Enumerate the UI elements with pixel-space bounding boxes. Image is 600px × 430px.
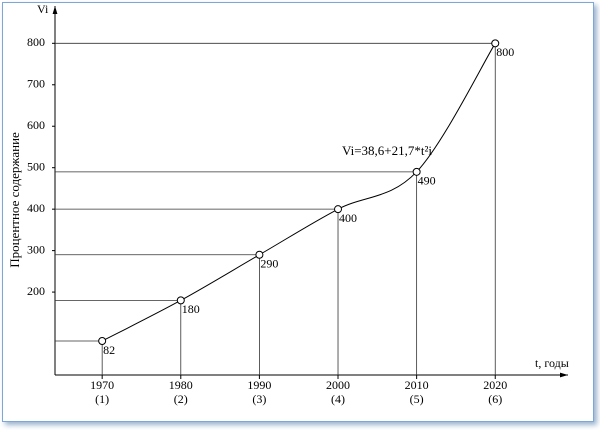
x-tick-sublabel: (5) bbox=[410, 392, 424, 406]
x-tick-label: 2020 bbox=[483, 378, 507, 392]
value-label: 180 bbox=[182, 302, 200, 316]
y-tick-label: 200 bbox=[27, 284, 45, 298]
point bbox=[491, 39, 500, 48]
line bbox=[101, 43, 496, 342]
point bbox=[176, 296, 185, 305]
x-tick-sublabel: (2) bbox=[174, 392, 188, 406]
point bbox=[255, 250, 264, 259]
annotation: Vi=38,6+21,7*t²i bbox=[342, 143, 432, 158]
x-axis-label: t, годы bbox=[535, 356, 569, 370]
x-tick-label: 2010 bbox=[405, 378, 429, 392]
y-tick-label: 600 bbox=[27, 118, 45, 132]
x-tick-sublabel: (1) bbox=[95, 392, 109, 406]
point bbox=[98, 337, 107, 346]
point bbox=[334, 205, 343, 214]
point bbox=[412, 167, 421, 176]
x-tick-label: 2000 bbox=[326, 378, 350, 392]
value-label: 400 bbox=[339, 211, 357, 225]
y-axis-label: Vi bbox=[37, 2, 49, 16]
y-tick-label: 700 bbox=[27, 77, 45, 91]
y-axis-title: Процентное содержание bbox=[7, 132, 22, 268]
y-tick-label: 300 bbox=[27, 242, 45, 256]
x-tick-sublabel: (3) bbox=[252, 392, 266, 406]
value-label: 800 bbox=[496, 45, 514, 59]
x-tick-label: 1990 bbox=[247, 378, 271, 392]
y-tick-label: 800 bbox=[27, 35, 45, 49]
y-tick-label: 500 bbox=[27, 159, 45, 173]
x-tick-sublabel: (6) bbox=[488, 392, 502, 406]
value-label: 290 bbox=[260, 257, 278, 271]
x-tick-label: 1980 bbox=[169, 378, 193, 392]
value-label: 82 bbox=[103, 343, 115, 357]
x-tick-sublabel: (4) bbox=[331, 392, 345, 406]
value-label: 490 bbox=[418, 174, 436, 188]
x-tick-label: 1970 bbox=[90, 378, 114, 392]
y-tick-label: 400 bbox=[27, 201, 45, 215]
